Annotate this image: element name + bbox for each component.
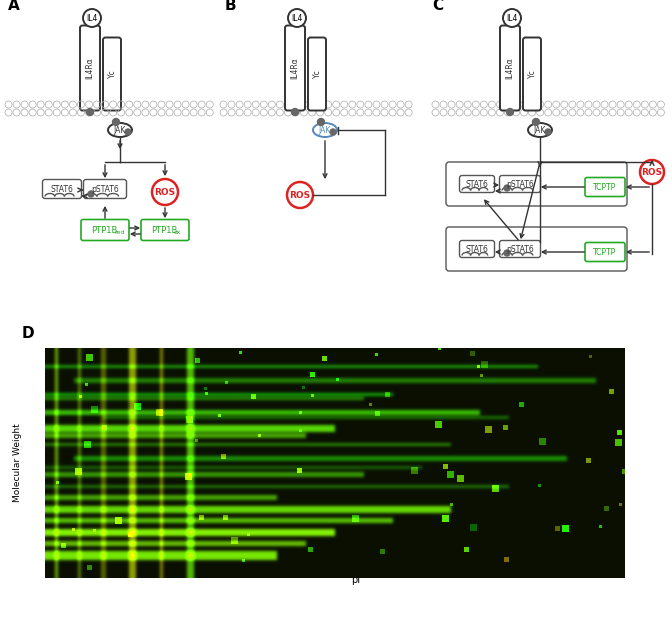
Text: ROS: ROS xyxy=(155,187,175,196)
Circle shape xyxy=(125,129,131,135)
Text: Yc: Yc xyxy=(108,70,116,79)
Circle shape xyxy=(287,182,313,208)
FancyBboxPatch shape xyxy=(103,37,121,111)
Circle shape xyxy=(330,129,336,135)
Circle shape xyxy=(152,179,178,205)
FancyBboxPatch shape xyxy=(80,26,100,111)
Circle shape xyxy=(507,108,513,115)
Text: Yc: Yc xyxy=(528,70,536,79)
Circle shape xyxy=(88,191,94,197)
Text: IL4: IL4 xyxy=(506,14,517,23)
Text: ROS: ROS xyxy=(642,167,663,176)
Text: TCPTP: TCPTP xyxy=(593,182,617,191)
Circle shape xyxy=(112,118,120,126)
Text: ROS: ROS xyxy=(290,191,310,200)
Text: JAK: JAK xyxy=(319,126,331,135)
Text: pSTAT6: pSTAT6 xyxy=(506,245,534,254)
Text: C: C xyxy=(432,0,443,13)
FancyBboxPatch shape xyxy=(585,178,625,196)
Text: Molecular Weight: Molecular Weight xyxy=(13,424,22,502)
FancyBboxPatch shape xyxy=(500,26,520,111)
FancyBboxPatch shape xyxy=(523,37,541,111)
FancyBboxPatch shape xyxy=(83,180,126,198)
Text: STAT6: STAT6 xyxy=(50,184,73,193)
Ellipse shape xyxy=(528,123,552,137)
Text: STAT6: STAT6 xyxy=(466,245,489,254)
Text: pSTAT6: pSTAT6 xyxy=(91,184,119,193)
Circle shape xyxy=(504,185,510,191)
Text: IL4Rα: IL4Rα xyxy=(85,57,95,79)
FancyBboxPatch shape xyxy=(141,220,189,240)
Text: IL4: IL4 xyxy=(86,14,97,23)
FancyBboxPatch shape xyxy=(499,176,540,193)
Circle shape xyxy=(288,9,306,27)
Text: B: B xyxy=(225,0,237,13)
Text: pSTAT6: pSTAT6 xyxy=(506,180,534,189)
Circle shape xyxy=(503,9,521,27)
FancyBboxPatch shape xyxy=(460,176,495,193)
Text: D: D xyxy=(22,326,35,341)
Circle shape xyxy=(545,129,551,135)
Text: PTP1B: PTP1B xyxy=(151,225,177,234)
FancyBboxPatch shape xyxy=(460,240,495,258)
Text: JAK: JAK xyxy=(114,126,126,135)
Text: pI: pI xyxy=(351,575,361,585)
FancyBboxPatch shape xyxy=(81,220,129,240)
Text: A: A xyxy=(8,0,19,13)
Text: red: red xyxy=(114,229,124,234)
Text: STAT6: STAT6 xyxy=(466,180,489,189)
Text: Yc: Yc xyxy=(312,70,321,79)
Text: JAK: JAK xyxy=(534,126,546,135)
Text: PTP1B: PTP1B xyxy=(91,225,117,234)
Text: IL4Rα: IL4Rα xyxy=(290,57,300,79)
Text: TCPTP: TCPTP xyxy=(593,247,617,256)
Text: ox: ox xyxy=(174,229,181,234)
FancyBboxPatch shape xyxy=(499,240,540,258)
Circle shape xyxy=(532,118,540,126)
Text: IL4: IL4 xyxy=(292,14,302,23)
FancyBboxPatch shape xyxy=(42,180,81,198)
FancyBboxPatch shape xyxy=(285,26,305,111)
FancyBboxPatch shape xyxy=(308,37,326,111)
Circle shape xyxy=(504,250,510,256)
Circle shape xyxy=(292,108,298,115)
Circle shape xyxy=(640,160,664,184)
Ellipse shape xyxy=(108,123,132,137)
Circle shape xyxy=(317,118,325,126)
Circle shape xyxy=(83,9,101,27)
Text: IL4Rα: IL4Rα xyxy=(505,57,515,79)
Circle shape xyxy=(87,108,93,115)
FancyBboxPatch shape xyxy=(585,243,625,261)
Ellipse shape xyxy=(313,123,337,137)
